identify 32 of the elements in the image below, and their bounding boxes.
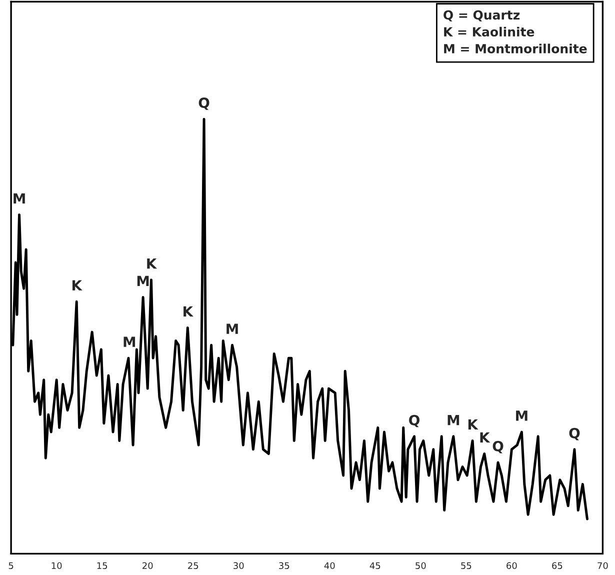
annotation: M [448, 415, 460, 426]
text: Q = Quartz [444, 10, 520, 22]
x-tick-label: 70 [598, 562, 608, 570]
annotation: Q [569, 428, 580, 440]
x-tick-label: 45 [370, 562, 380, 570]
annotation: Q [198, 98, 210, 110]
x-tick-label: 5 [8, 562, 14, 570]
x-tick-label: 30 [234, 562, 244, 570]
x-tick-label: 60 [506, 562, 517, 570]
x-tick-label: 10 [52, 562, 62, 570]
annotation: M [516, 410, 528, 421]
text: M = Montmorillonite [444, 44, 587, 54]
annotation: K [468, 419, 478, 430]
annotation: Q [492, 440, 504, 454]
x-tick-label: 20 [142, 562, 153, 570]
annotation: K [72, 280, 82, 290]
annotation: M [137, 276, 149, 286]
annotation: K [480, 432, 490, 443]
x-tick-label: 35 [279, 562, 290, 570]
annotation: Q [409, 414, 420, 428]
x-tick-label: 40 [324, 562, 335, 570]
x-tick-label: 50 [416, 562, 426, 570]
x-tick-label: 65 [552, 562, 562, 570]
annotation: K [184, 306, 194, 316]
x-tick-label: 15 [97, 562, 108, 570]
annotation: K [147, 258, 158, 269]
x-tick-label: 25 [188, 562, 198, 570]
annotation: M [124, 336, 136, 347]
x-tick-label: 55 [461, 562, 472, 570]
annotation: M [226, 324, 238, 334]
text: K = Kaolinite [444, 26, 534, 37]
annotation: M [14, 193, 25, 204]
